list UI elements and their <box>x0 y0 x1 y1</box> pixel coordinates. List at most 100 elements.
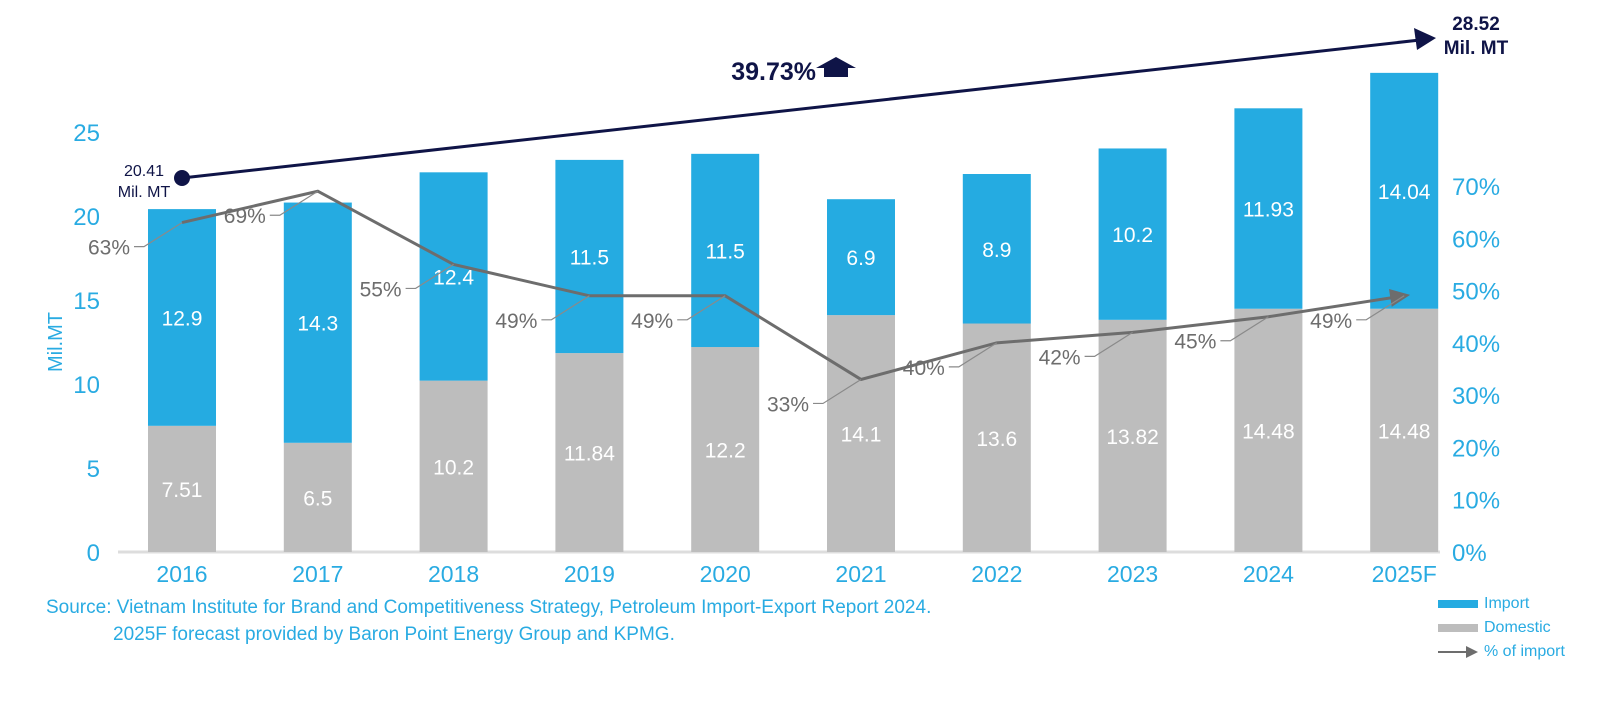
pct-leader-line <box>1220 316 1269 342</box>
legend-import: Import <box>1438 592 1565 616</box>
y-tick-label: 10 <box>73 372 100 399</box>
x-tick-label: 2018 <box>428 561 479 587</box>
bar-import <box>555 159 624 354</box>
source-note: Source: Vietnam Institute for Brand and … <box>46 594 931 648</box>
pct-data-label: 49% <box>1310 310 1352 333</box>
y2-tick-label: 10% <box>1452 488 1500 515</box>
data-label-domestic: 11.84 <box>564 443 615 466</box>
y2-tick-label: 70% <box>1452 174 1500 201</box>
bar-import <box>827 199 895 316</box>
pct-leader-line <box>1084 331 1133 357</box>
data-label-domestic: 13.82 <box>1106 426 1159 449</box>
growth-trend-line <box>181 38 1421 180</box>
y2-tick-label: 60% <box>1452 226 1500 253</box>
legend-label: Import <box>1484 595 1530 612</box>
x-tick-label: 2021 <box>835 561 886 587</box>
bar-import <box>962 174 1031 324</box>
x-tick-label: 2016 <box>156 561 207 587</box>
source-line-1: Source: Vietnam Institute for Brand and … <box>46 597 932 618</box>
data-label-domestic: 14.48 <box>1378 420 1431 443</box>
bar-import <box>1098 148 1167 320</box>
bar-import <box>1370 72 1439 309</box>
data-label-domestic: 12.2 <box>705 440 746 463</box>
y2-tick-label: 50% <box>1452 279 1500 306</box>
bar-domestic <box>283 442 352 552</box>
bar-import <box>419 172 488 381</box>
pct-data-label: 49% <box>631 310 673 333</box>
data-label-domestic: 13.6 <box>976 428 1017 451</box>
legend-swatch-domestic <box>1438 624 1478 632</box>
data-label-import: 11.5 <box>706 240 745 263</box>
bar-import <box>148 209 216 426</box>
end-value-label: 28.52 <box>1452 14 1500 35</box>
y2-tick-label: 30% <box>1452 383 1500 410</box>
legend-pct-import: % of import <box>1438 640 1565 664</box>
data-label-import: 11.5 <box>570 246 609 269</box>
end-unit-label: Mil. MT <box>1444 38 1509 59</box>
pct-data-label: 33% <box>767 393 809 416</box>
data-label-import: 12.9 <box>162 307 203 330</box>
y-tick-label: 25 <box>73 120 100 147</box>
bar-domestic <box>1098 319 1167 552</box>
x-tick-label: 2024 <box>1243 561 1294 587</box>
data-label-import: 6.9 <box>846 247 875 270</box>
data-label-import: 11.93 <box>1243 199 1294 222</box>
data-label-domestic: 14.1 <box>841 424 882 447</box>
data-label-domestic: 10.2 <box>433 456 474 479</box>
pct-data-label: 40% <box>903 357 945 380</box>
legend-domestic: Domestic <box>1438 616 1565 640</box>
y-tick-label: 20 <box>73 204 100 231</box>
pct-data-label: 69% <box>224 205 266 228</box>
pct-leader-line <box>405 263 454 290</box>
data-label-domestic: 7.51 <box>162 479 203 502</box>
y-tick-label: 5 <box>87 456 100 483</box>
legend-swatch-import <box>1438 600 1478 608</box>
legend: Import Domestic % of import <box>1438 592 1565 664</box>
pct-leader-line <box>813 378 862 405</box>
arrow-icon <box>1438 646 1478 658</box>
y-tick-label: 0 <box>87 540 100 567</box>
pct-leader-line <box>269 190 319 216</box>
x-tick-label: 2017 <box>292 561 343 587</box>
x-tick-label: 2020 <box>700 561 751 587</box>
pct-data-label: 49% <box>495 310 537 333</box>
x-tick-label: 2019 <box>564 561 615 587</box>
bar-domestic <box>691 347 760 552</box>
x-tick-label: 2023 <box>1107 561 1158 587</box>
y-axis-title: Mil.MT <box>45 312 67 372</box>
bar-domestic <box>962 323 1031 552</box>
x-tick-label: 2025F <box>1372 561 1437 587</box>
pct-data-label: 45% <box>1174 331 1216 354</box>
x-tick-label: 2022 <box>971 561 1022 587</box>
pct-data-label: 63% <box>88 237 130 260</box>
y2-tick-label: 40% <box>1452 331 1500 358</box>
pct-leader-line <box>948 342 998 368</box>
data-label-import: 12.4 <box>433 266 474 289</box>
bar-domestic <box>827 315 895 552</box>
growth-percent-label: 39.73% <box>731 58 816 86</box>
start-point-marker <box>174 170 190 186</box>
source-line-2: 2025F forecast provided by Baron Point E… <box>113 624 675 645</box>
pct-data-label: 42% <box>1039 346 1081 369</box>
data-label-import: 10.2 <box>1112 224 1153 247</box>
bar-import <box>283 202 352 443</box>
start-unit-label: Mil. MT <box>118 184 171 201</box>
y2-tick-label: 20% <box>1452 435 1500 462</box>
y2-tick-label: 0% <box>1452 540 1487 567</box>
data-label-import: 14.3 <box>297 313 338 336</box>
pct-import-line <box>181 189 1405 382</box>
data-label-domestic: 14.48 <box>1242 420 1295 443</box>
pct-leader-line <box>541 295 590 321</box>
pct-leader-line <box>677 295 726 321</box>
bar-domestic <box>1370 308 1439 552</box>
bar-domestic <box>555 353 624 552</box>
data-label-import: 8.9 <box>982 239 1011 262</box>
bar-import <box>691 153 760 348</box>
pct-leader-line <box>1356 295 1405 321</box>
pct-leader-line <box>134 222 183 248</box>
arrow-up-icon <box>816 57 856 77</box>
data-label-import: 14.04 <box>1378 181 1431 204</box>
data-label-domestic: 6.5 <box>303 487 332 510</box>
